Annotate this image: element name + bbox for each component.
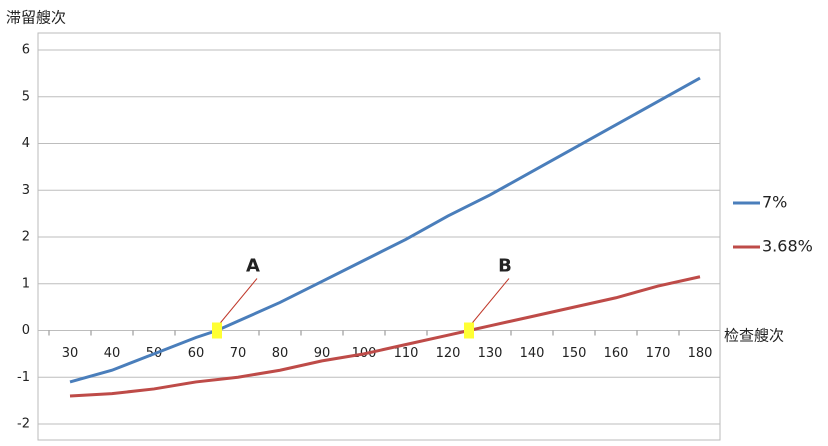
x-tick-label: 90 xyxy=(314,346,331,361)
annotation-label: A xyxy=(246,256,260,277)
y-tick-label: 6 xyxy=(22,43,30,58)
y-tick-label: 2 xyxy=(22,230,30,245)
y-tick-label: 5 xyxy=(22,89,30,104)
x-tick-label: 150 xyxy=(562,346,587,361)
annotation-arrow xyxy=(470,278,510,325)
x-tick-label: 120 xyxy=(436,346,461,361)
annotation-marker xyxy=(212,322,222,339)
x-tick-label: 160 xyxy=(604,346,629,361)
x-tick-label: 170 xyxy=(646,346,671,361)
x-tick-label: 70 xyxy=(230,346,247,361)
x-tick-label: 130 xyxy=(478,346,503,361)
x-tick-label: 40 xyxy=(104,346,121,361)
y-tick-label: 4 xyxy=(22,136,30,151)
y-tick-label: 1 xyxy=(22,276,30,291)
y-axis-title: 滞留艘次 xyxy=(6,9,66,27)
x-tick-label: 80 xyxy=(272,346,289,361)
x-axis-title: 检查艘次 xyxy=(724,327,784,345)
x-tick-label: 110 xyxy=(394,346,419,361)
x-tick-label: 30 xyxy=(62,346,79,361)
y-tick-label: -1 xyxy=(17,370,30,385)
x-tick-label: 140 xyxy=(520,346,545,361)
annotation-arrow xyxy=(218,278,258,325)
annotation-label: B xyxy=(498,256,512,277)
y-tick-label: -2 xyxy=(17,417,30,432)
y-tick-label: 3 xyxy=(22,183,30,198)
series-line xyxy=(69,76,701,384)
x-tick-label: 60 xyxy=(188,346,205,361)
annotation-marker xyxy=(464,322,474,339)
series-line xyxy=(69,275,701,398)
legend-label: 3.68% xyxy=(762,237,813,256)
x-tick-label: 180 xyxy=(688,346,713,361)
y-tick-label: 0 xyxy=(22,323,30,338)
legend-label: 7% xyxy=(762,193,787,212)
